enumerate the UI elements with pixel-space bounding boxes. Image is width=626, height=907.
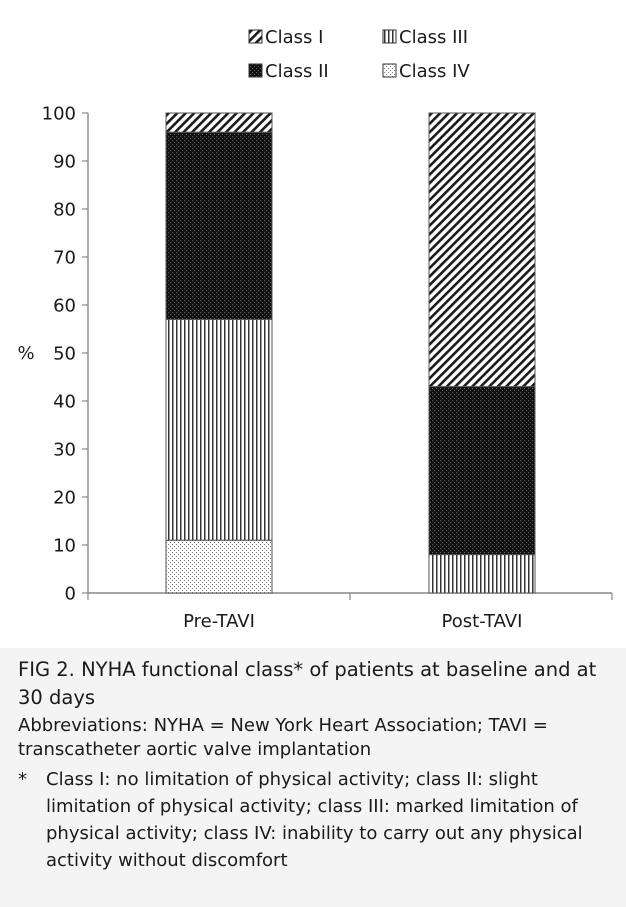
legend-item-class-iii: Class III [382, 27, 468, 48]
x-axis: Pre-TAVI Post-TAVI [87, 592, 613, 632]
x-tick-label: Pre-TAVI [183, 611, 255, 632]
legend-swatch-class-iii [382, 29, 397, 44]
legend-item-class-i: Class I [248, 27, 323, 48]
legend-swatch-class-ii [248, 63, 263, 78]
legend-label-class-iii: Class III [399, 27, 468, 48]
x-tick-label: Post-TAVI [442, 611, 523, 632]
abbreviations-note: Abbreviations: NYHA = New York Heart Ass… [18, 715, 548, 760]
legend-label-class-iv: Class IV [399, 61, 470, 82]
bar-segment-class-ii-post-tavi [428, 386, 536, 556]
legend-label-class-i: Class I [265, 27, 323, 48]
bar-segment-class-i-post-tavi [428, 112, 536, 388]
y-tick-label: 90 [53, 152, 76, 173]
bar-stack-post-tavi [428, 112, 536, 594]
y-tick-label: 0 [65, 584, 76, 605]
chart-legend: Class I Class III Class II Class IV [248, 27, 470, 82]
chart-panel: Class I Class III Class II Class IV 0 10 20 30… [0, 0, 626, 648]
bar-stack-pre-tavi [165, 112, 273, 594]
y-tick-label: 70 [53, 248, 76, 269]
bar-segment-class-ii-pre-tavi [165, 131, 273, 320]
bar-segment-class-i-pre-tavi [165, 112, 273, 133]
y-tick-label: 100 [42, 104, 76, 125]
legend-swatch-class-i [248, 29, 263, 44]
bar-group [165, 112, 536, 594]
stacked-bar-chart: Class I Class III Class II Class IV 0 10 20 30… [17, 27, 613, 632]
y-tick-label: 50 [53, 344, 76, 365]
y-axis: 0 10 20 30 40 50 60 70 80 90 100% [17, 104, 89, 605]
figure-caption: FIG 2. NYHA functional class* of patient… [18, 656, 614, 874]
bar-segment-class-iii-pre-tavi [165, 318, 273, 541]
footnote: * Class I: no limitation of physical act… [18, 766, 614, 874]
y-tick-label: 10 [53, 536, 76, 557]
y-axis-label: % [17, 343, 34, 364]
figure-title: FIG 2. NYHA functional class* of patient… [18, 658, 597, 709]
y-tick-label: 20 [53, 488, 76, 509]
footnote-marker: * [18, 769, 27, 790]
y-tick-label: 60 [53, 296, 76, 317]
bar-segment-class-iv-pre-tavi [165, 539, 273, 594]
y-tick-label: 80 [53, 200, 76, 221]
legend-swatch-class-iv [382, 63, 397, 78]
legend-label-class-ii: Class II [265, 61, 329, 82]
y-tick-label: 30 [53, 440, 76, 461]
footnote-text: Class I: no limitation of physical activ… [46, 769, 583, 871]
legend-item-class-ii: Class II [248, 61, 329, 82]
bar-segment-class-iii-post-tavi [428, 554, 536, 594]
y-tick-label: 40 [53, 392, 76, 413]
legend-item-class-iv: Class IV [382, 61, 470, 82]
